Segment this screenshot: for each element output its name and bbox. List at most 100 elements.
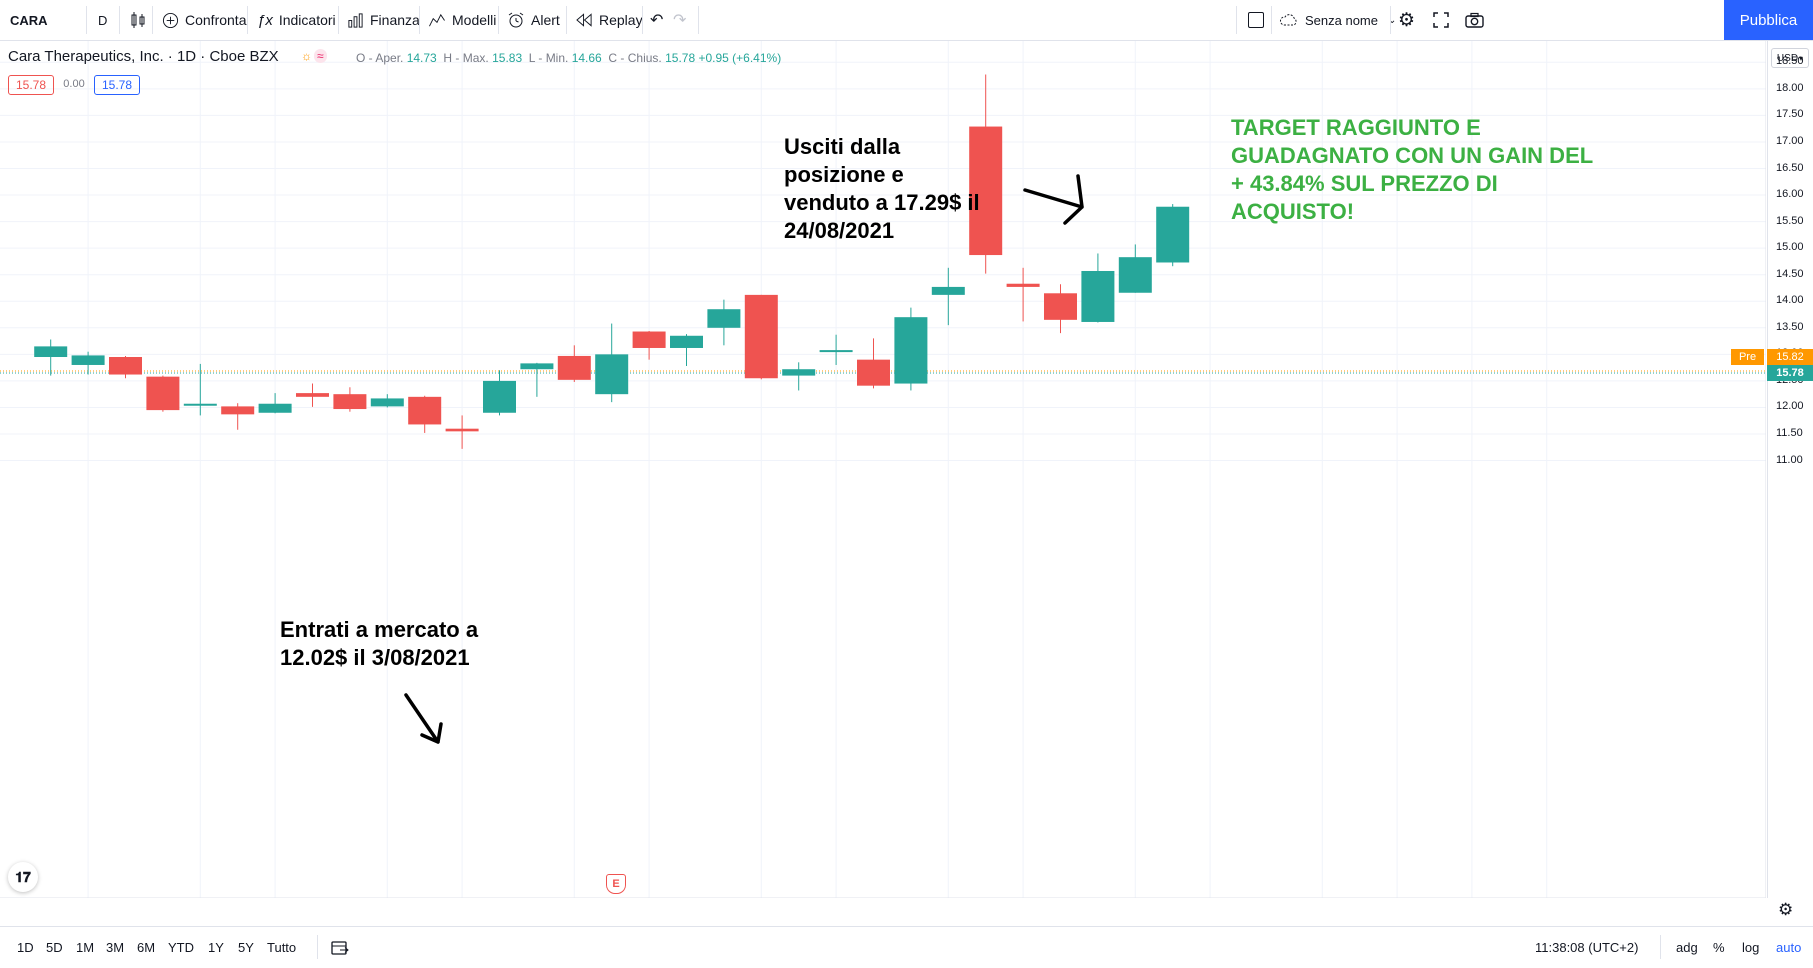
compare-button[interactable]: Confronta	[162, 0, 246, 40]
candle-body	[1044, 293, 1077, 320]
candle-body	[258, 403, 292, 413]
finance-button[interactable]: Finanza	[347, 0, 420, 40]
candle[interactable]	[819, 334, 853, 365]
calendar-goto-icon	[331, 940, 349, 955]
symbol-search[interactable]: CARA	[10, 0, 48, 40]
symbol-label: CARA	[10, 12, 48, 28]
price-tick-label: 11.50	[1776, 427, 1803, 439]
price-tick-label: 16.00	[1776, 188, 1804, 201]
indicators-button[interactable]: ƒx Indicatori	[257, 0, 336, 40]
candle[interactable]	[782, 362, 816, 391]
candle[interactable]	[969, 74, 1003, 274]
earnings-marker[interactable]: E	[606, 874, 626, 894]
layout-name-button[interactable]: Senza nome ⌄	[1279, 0, 1396, 40]
range-button-1y[interactable]: 1Y	[208, 940, 224, 955]
candle[interactable]	[857, 338, 890, 389]
candle[interactable]	[595, 323, 629, 403]
log-toggle[interactable]: log	[1742, 927, 1759, 968]
range-button-6m[interactable]: 6M	[137, 940, 156, 955]
candle[interactable]	[34, 339, 68, 376]
candle[interactable]	[333, 387, 367, 412]
candle[interactable]	[1118, 244, 1152, 293]
currency-button[interactable]: USD ▾	[1771, 48, 1809, 68]
adjust-toggle[interactable]: adg	[1676, 927, 1698, 968]
candle-body	[520, 363, 554, 370]
goto-date-button[interactable]	[331, 927, 349, 968]
auto-toggle[interactable]: auto	[1776, 927, 1801, 968]
redo-button[interactable]: ↷	[673, 0, 686, 40]
candle-body	[857, 359, 890, 386]
high-label: H - Max.	[443, 51, 489, 65]
candle[interactable]	[483, 370, 516, 416]
sun-icon: ☼	[301, 49, 312, 63]
chart-type-button[interactable]	[129, 0, 147, 40]
candle[interactable]	[1044, 284, 1077, 334]
candle[interactable]	[1006, 267, 1040, 322]
price-tick-label: 18.50	[1776, 55, 1804, 68]
chart-legend[interactable]: Cara Therapeutics, Inc. · 1D · Cboe BZX	[8, 48, 279, 65]
candle[interactable]	[146, 375, 180, 412]
candle-body	[894, 317, 928, 384]
percent-toggle[interactable]: %	[1713, 927, 1725, 968]
range-button-1d[interactable]: 1D	[17, 940, 34, 955]
candle[interactable]	[370, 394, 404, 408]
candle[interactable]	[183, 363, 217, 416]
range-button-tutto[interactable]: Tutto	[267, 940, 297, 955]
alert-button[interactable]: Alert	[507, 0, 560, 40]
candle[interactable]	[258, 393, 292, 414]
fullscreen-button[interactable]	[1433, 0, 1449, 40]
candle[interactable]	[520, 362, 554, 397]
candle[interactable]	[1156, 204, 1190, 267]
candle-body	[34, 346, 68, 358]
divider	[247, 6, 248, 34]
range-button-5y[interactable]: 5Y	[238, 940, 254, 955]
log-label: log	[1742, 940, 1760, 955]
currency-label: USD	[1776, 52, 1799, 64]
publish-button[interactable]: Pubblica	[1724, 0, 1813, 40]
range-button-1m[interactable]: 1M	[76, 940, 95, 955]
gear-icon: ⚙	[1398, 9, 1416, 31]
candle[interactable]	[744, 294, 778, 380]
price-chart[interactable]: 212628Ago49111618232530Set791315	[0, 41, 1766, 898]
ask-value: 15.78	[101, 78, 133, 92]
buy-price-box[interactable]: 15.78	[94, 75, 140, 95]
candle[interactable]	[109, 355, 142, 379]
axis-settings-button[interactable]: ⚙	[1778, 900, 1793, 920]
fullscreen-icon	[1433, 12, 1449, 28]
candle[interactable]	[931, 267, 965, 326]
sell-price-box[interactable]: 15.78	[8, 75, 54, 95]
clock-label: 11:38:08 (UTC+2)	[1535, 940, 1639, 955]
price-tick-label: 14.50	[1776, 267, 1804, 280]
market-status-icons[interactable]: ☼ ≈	[301, 49, 327, 63]
range-button-3m[interactable]: 3M	[106, 940, 125, 955]
price-axis[interactable]	[1767, 41, 1813, 898]
range-button-ytd[interactable]: YTD	[168, 940, 194, 955]
snapshot-button[interactable]	[1465, 0, 1484, 40]
candle[interactable]	[557, 345, 591, 382]
replay-button[interactable]: Replay	[576, 0, 643, 40]
range-button-5d[interactable]: 5D	[46, 940, 63, 955]
candle[interactable]	[221, 403, 255, 430]
low-value: 14.66	[571, 51, 602, 65]
candle[interactable]	[408, 395, 442, 433]
interval-button[interactable]: D	[98, 0, 107, 40]
candle[interactable]	[632, 330, 666, 360]
divider	[642, 6, 643, 34]
layout-select-button[interactable]	[1248, 0, 1264, 40]
candle[interactable]	[670, 334, 703, 367]
pre-market-badge: Pre	[1731, 349, 1764, 365]
candle[interactable]	[1081, 253, 1115, 323]
settings-button[interactable]: ⚙	[1398, 0, 1415, 40]
candle[interactable]	[296, 383, 329, 407]
high-value: 15.83	[492, 51, 523, 65]
templates-button[interactable]: Modelli	[428, 0, 496, 40]
timezone-button[interactable]: 11:38:08 (UTC+2)	[1535, 927, 1638, 968]
candle[interactable]	[71, 351, 105, 375]
candle[interactable]	[445, 415, 479, 449]
undo-button[interactable]: ↶	[650, 0, 663, 40]
tradingview-logo[interactable]: 𝟏𝟕	[8, 862, 38, 892]
earnings-letter: E	[612, 878, 620, 890]
candle[interactable]	[707, 299, 741, 346]
candle[interactable]	[894, 307, 928, 391]
candle-body	[557, 355, 591, 380]
